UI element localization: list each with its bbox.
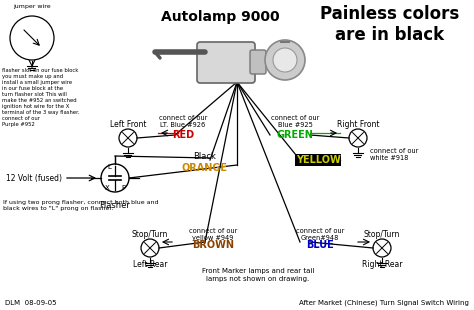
Circle shape	[273, 48, 297, 72]
FancyBboxPatch shape	[197, 42, 255, 83]
Text: DLM  08-09-05: DLM 08-09-05	[5, 300, 56, 306]
Text: X: X	[105, 185, 109, 191]
Text: connect of our
LT. Blue #926: connect of our LT. Blue #926	[159, 115, 207, 128]
Text: Right Rear: Right Rear	[362, 260, 402, 269]
Text: Autolamp 9000: Autolamp 9000	[161, 10, 279, 24]
Text: Stop/Turn: Stop/Turn	[364, 230, 400, 239]
Circle shape	[265, 40, 305, 80]
Text: connect of our
white #918: connect of our white #918	[370, 148, 419, 161]
Text: Right Front: Right Front	[337, 120, 379, 129]
Text: ORANGE: ORANGE	[182, 163, 228, 173]
Text: Black: Black	[193, 152, 217, 161]
Text: BROWN: BROWN	[192, 240, 234, 250]
Text: Left Front: Left Front	[110, 120, 146, 129]
Text: Flasher: Flasher	[100, 201, 130, 210]
Text: L: L	[107, 164, 111, 170]
Text: If using two prong flasher, connect both blue and
black wires to "L" prong on fl: If using two prong flasher, connect both…	[3, 200, 158, 211]
Text: connect of our
yellow #949: connect of our yellow #949	[189, 228, 237, 241]
Text: Left Rear: Left Rear	[133, 260, 167, 269]
Text: flasher slot on our fuse block
you must make up and
install a small jumper wire
: flasher slot on our fuse block you must …	[2, 68, 80, 127]
Text: YELLOW: YELLOW	[296, 155, 340, 165]
Text: Painless colors
are in black: Painless colors are in black	[320, 5, 460, 44]
Text: connect of our
Green#948: connect of our Green#948	[296, 228, 344, 241]
FancyBboxPatch shape	[250, 50, 266, 74]
Text: BLUE: BLUE	[306, 240, 334, 250]
Text: RED: RED	[172, 130, 194, 140]
Text: Front Marker lamps and rear tail
lamps not shown on drawing.: Front Marker lamps and rear tail lamps n…	[202, 268, 314, 281]
Text: 12 Volt (fused): 12 Volt (fused)	[6, 174, 62, 183]
Text: connect of our
Blue #925: connect of our Blue #925	[271, 115, 319, 128]
Text: GREEN: GREEN	[276, 130, 313, 140]
Text: P: P	[121, 185, 125, 191]
Text: Stop/Turn: Stop/Turn	[132, 230, 168, 239]
Circle shape	[101, 164, 129, 192]
Text: After Market (Chinese) Turn Signal Switch Wiring: After Market (Chinese) Turn Signal Switc…	[299, 300, 469, 307]
Text: jumper wire: jumper wire	[13, 4, 51, 9]
